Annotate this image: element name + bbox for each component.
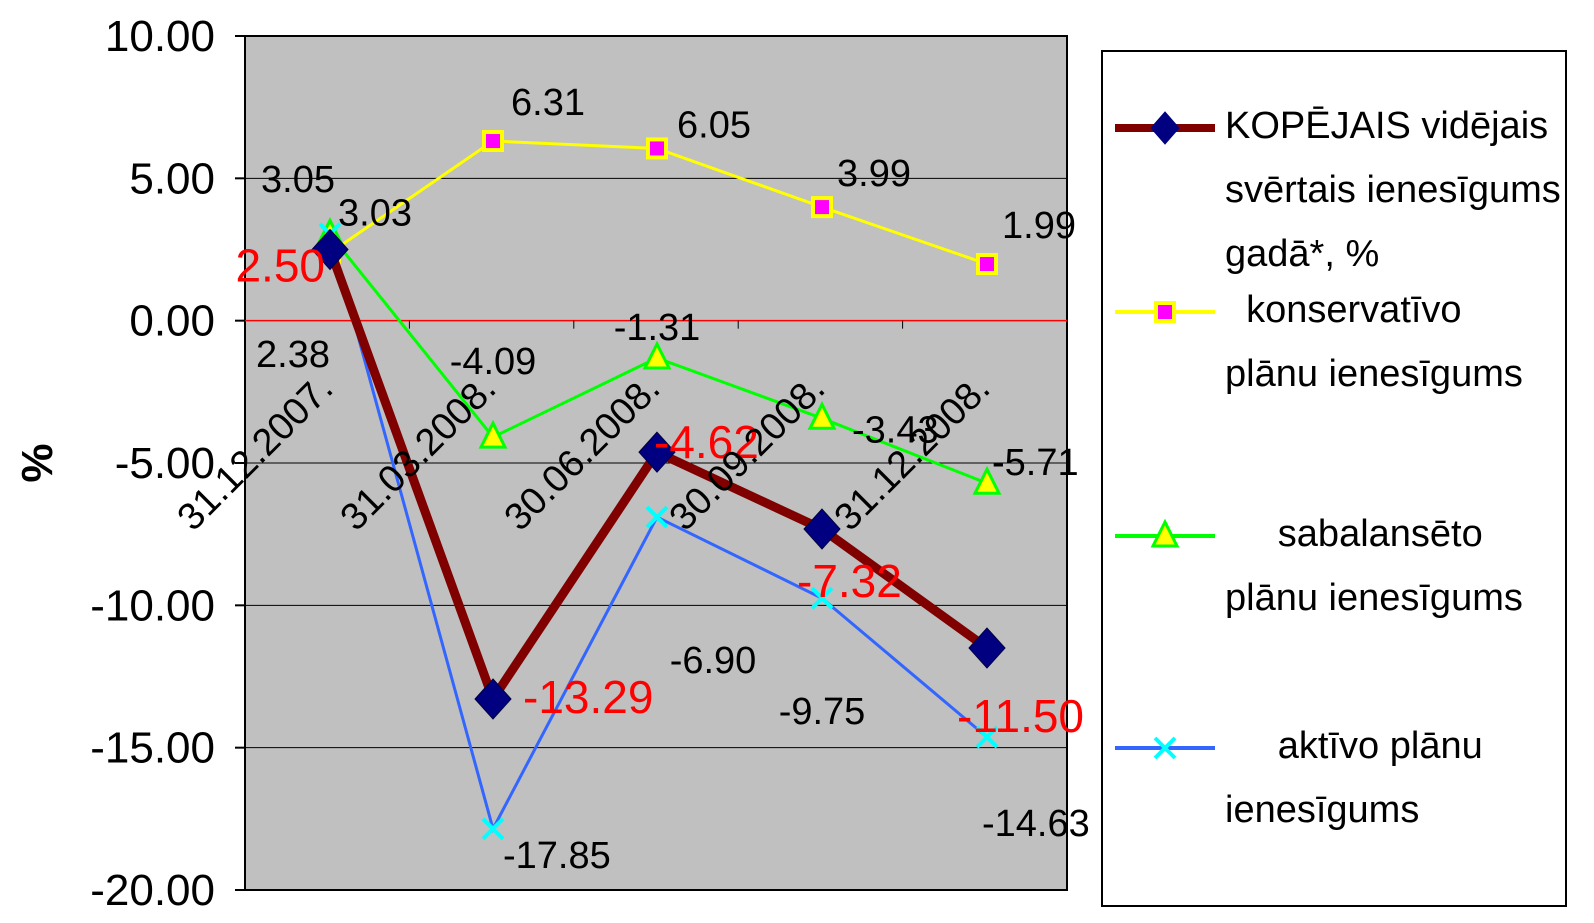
- data-point-marker: [474, 678, 512, 720]
- data-point-marker: [807, 400, 837, 430]
- y-axis-ticks: 10.00 5.00 0.00 -5.00 -10.00 -15.00 -20.00: [90, 12, 245, 915]
- y-tick-label: -5.00: [115, 439, 215, 488]
- legend-swatch-total: [1115, 111, 1215, 145]
- data-point-marker: [642, 340, 672, 370]
- y-tick-label: 0.00: [129, 297, 215, 346]
- data-label: 2.38: [256, 334, 330, 376]
- data-point-marker: [803, 508, 841, 550]
- marker-stroke: [810, 586, 834, 610]
- legend-swatch-balanced: [1115, 518, 1215, 548]
- data-point-marker: [482, 130, 504, 153]
- marker-stroke: [645, 505, 669, 529]
- y-axis-title: %: [13, 443, 62, 482]
- data-label: -7.32: [797, 555, 902, 607]
- y-tick-label: 5.00: [129, 154, 215, 203]
- data-point-marker: [638, 431, 676, 473]
- data-label: 6.05: [677, 104, 751, 146]
- data-label: 3.05: [261, 159, 335, 201]
- legend-label: KOPĒJAIS vidējais svērtais ienesīgums ga…: [1225, 105, 1572, 275]
- legend-label: aktīvo plānu ienesīgums: [1225, 725, 1494, 831]
- data-label: 3.99: [837, 153, 911, 195]
- data-label: -13.29: [523, 671, 653, 723]
- data-label: 2.50: [235, 240, 325, 292]
- data-label: -1.31: [614, 307, 701, 349]
- gridlines: [245, 177, 1067, 749]
- data-label: -6.90: [670, 640, 757, 682]
- data-label: -11.50: [957, 690, 1084, 742]
- y-tick-label: -20.00: [90, 866, 215, 915]
- data-point-marker: [975, 725, 999, 749]
- legend: KOPĒJAIS vidējais svērtais ienesīgums ga…: [1101, 50, 1567, 907]
- legend-label: konservatīvo plānu ienesīgums: [1225, 289, 1523, 395]
- data-point-marker: [478, 419, 508, 449]
- data-label: -5.71: [992, 442, 1079, 484]
- data-point-marker: [481, 817, 505, 841]
- y-tick-label: -15.00: [90, 724, 215, 773]
- legend-swatch-conservative: [1115, 301, 1215, 323]
- data-point-marker: [972, 465, 1002, 495]
- data-point-marker: [646, 137, 668, 160]
- marker-stroke: [975, 725, 999, 749]
- marker-stroke: [481, 817, 505, 841]
- data-label: 6.31: [511, 82, 585, 124]
- y-tick-label: 10.00: [105, 12, 215, 61]
- data-point-marker: [968, 627, 1006, 669]
- data-label: 1.99: [1002, 205, 1076, 247]
- data-label: -3.43: [852, 409, 939, 451]
- legend-label: sabalansēto plānu ienesīgums: [1225, 513, 1523, 619]
- y-tick-label: -10.00: [90, 581, 215, 630]
- data-point-marker: [810, 586, 834, 610]
- data-point-marker: [645, 505, 669, 529]
- data-label: -4.09: [450, 341, 537, 383]
- series-group: [311, 130, 1006, 841]
- data-point-marker: [976, 253, 998, 276]
- data-point-marker: [311, 228, 349, 271]
- data-label: -9.75: [779, 691, 866, 733]
- data-labels: 2.50 -13.29 -4.62 -7.32 -11.50 2.38 6.31 6.05 3.…: [235, 82, 1089, 877]
- data-label: -17.85: [503, 835, 611, 877]
- data-label: -14.63: [982, 803, 1090, 845]
- legend-swatch-active: [1115, 736, 1215, 760]
- data-label: -4.62: [654, 416, 759, 468]
- data-point-marker: [811, 196, 833, 219]
- data-label: 3.03: [338, 192, 412, 234]
